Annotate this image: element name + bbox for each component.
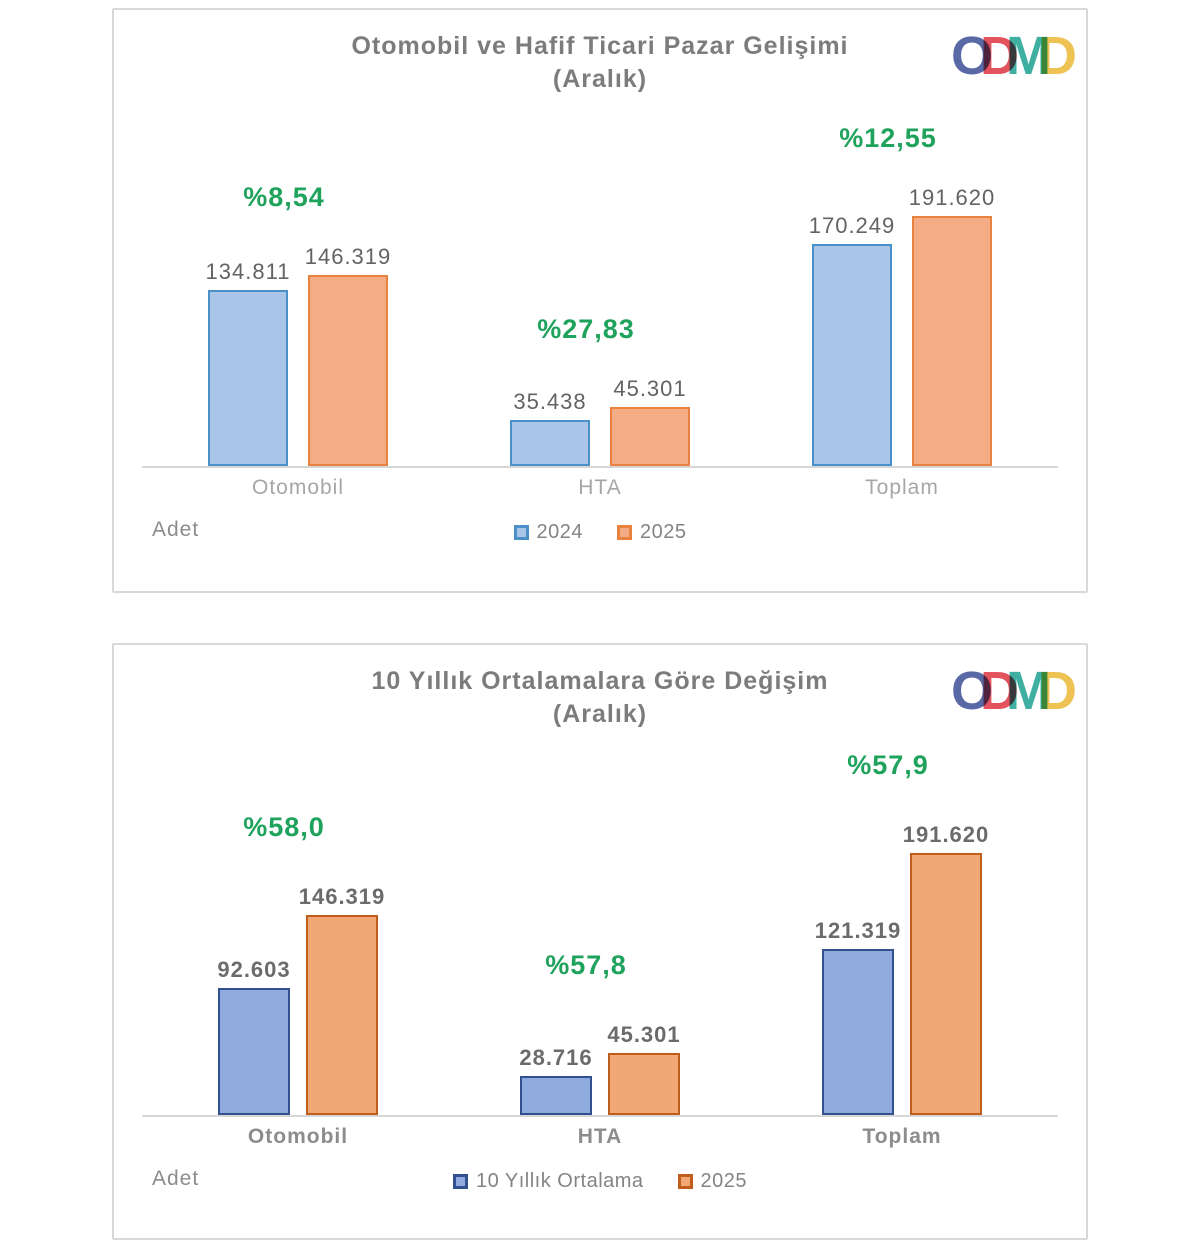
value-label: 45.301 xyxy=(613,376,687,401)
bar-hta-2025: 45.301 xyxy=(610,376,690,466)
logo-letter-m: M xyxy=(1006,661,1051,721)
logo-letter-d1: D xyxy=(980,661,1019,721)
chart-card-2: 10 Yıllık Ortalamalara Göre Değişim (Ara… xyxy=(112,643,1088,1240)
bar-group-hta: 28.716 45.301 %57,8 xyxy=(505,745,695,1115)
plot-area: 134.811 146.319 %8,54 35.438 45.301 %27,83 170… xyxy=(142,110,1058,468)
bar-hta-10-yıllık-ortalama: 28.716 xyxy=(519,1045,592,1115)
logo-letter-o: O xyxy=(951,26,993,86)
bar-toplam-2025: 191.620 xyxy=(903,822,988,1115)
bar-otomobil-2024: 134.811 xyxy=(206,259,289,466)
pct-change-label: %57,8 xyxy=(545,950,627,980)
axis-unit-label: Adet xyxy=(152,1167,200,1190)
chart-card-1: Otomobil ve Hafif Ticari Pazar Gelişimi … xyxy=(112,8,1088,593)
bar-group-hta: 35.438 45.301 %27,83 xyxy=(505,110,695,466)
category-label-otomobil: Otomobil xyxy=(251,476,345,499)
category-label-toplam: Toplam xyxy=(865,476,939,499)
value-label: 28.716 xyxy=(519,1045,593,1070)
legend-label: 2024 xyxy=(536,520,583,543)
value-label: 146.319 xyxy=(298,884,386,909)
category-row: Otomobil HTA Toplam xyxy=(142,476,1058,500)
legend-label: 10 Yıllık Ortalama xyxy=(475,1169,644,1192)
bar-group-toplam: 121.319 191.620 %57,9 xyxy=(807,745,997,1115)
logo-letter-d1: D xyxy=(980,26,1019,86)
legend-label: 2025 xyxy=(700,1169,748,1192)
legend: 10 Yıllık Ortalama 2025 xyxy=(142,1165,1058,1197)
value-label: 170.249 xyxy=(808,213,896,238)
chart-1-title: Otomobil ve Hafif Ticari Pazar Gelişimi xyxy=(351,32,849,60)
legend-item-2025: 2025 xyxy=(617,521,687,544)
axis-unit-label: Adet xyxy=(152,518,200,541)
chart-1-title-block: Otomobil ve Hafif Ticari Pazar Gelişimi … xyxy=(114,10,1086,96)
bar-toplam-2025: 191.620 xyxy=(909,185,994,466)
odmd-logo: ODMD xyxy=(951,661,1077,721)
chart-1-subtitle: (Aralık) xyxy=(552,65,648,93)
bar-hta-2025: 45.301 xyxy=(607,1022,680,1115)
pct-change-label: %57,9 xyxy=(847,750,929,780)
value-label: 121.319 xyxy=(814,918,902,943)
chart-1-footer: Adet 2024 2025 xyxy=(142,516,1058,548)
legend-swatch-icon xyxy=(677,1173,693,1189)
odmd-logo: ODMD xyxy=(951,26,1077,86)
value-label: 92.603 xyxy=(217,957,291,982)
value-label: 45.301 xyxy=(607,1022,681,1047)
legend-label: 2025 xyxy=(640,520,687,543)
value-label: 191.620 xyxy=(908,185,996,210)
category-label-hta: HTA xyxy=(578,476,622,499)
chart-2-footer: Adet 10 Yıllık Ortalama 2025 xyxy=(142,1165,1058,1197)
legend-item-2025: 2025 xyxy=(677,1169,748,1193)
bar-group-otomobil: 134.811 146.319 %8,54 xyxy=(203,110,393,466)
category-label-otomobil: Otomobil xyxy=(247,1125,349,1148)
chart-2-subtitle: (Aralık) xyxy=(552,700,648,728)
logo-letter-m: M xyxy=(1006,26,1051,86)
legend-swatch-icon xyxy=(452,1173,468,1189)
value-label: 191.620 xyxy=(902,822,990,847)
legend-swatch-icon xyxy=(617,524,632,540)
legend-item-2024: 2024 xyxy=(513,520,584,544)
bar-otomobil-2025: 146.319 xyxy=(299,884,384,1115)
plot-area: 92.603 146.319 %58,0 28.716 45.301 %57,8 121.3… xyxy=(142,745,1058,1117)
category-row: Otomobil HTA Toplam xyxy=(142,1125,1058,1149)
value-label: 35.438 xyxy=(513,389,587,414)
bar-otomobil-2025: 146.319 xyxy=(305,244,390,466)
category-label-toplam: Toplam xyxy=(862,1125,942,1148)
bar-hta-2024: 35.438 xyxy=(510,389,590,466)
bar-toplam-10-yıllık-ortalama: 121.319 xyxy=(815,918,900,1115)
logo-letter-d2: D xyxy=(1038,26,1077,86)
value-label: 134.811 xyxy=(205,259,291,284)
bar-group-toplam: 170.249 191.620 %12,55 xyxy=(807,110,997,466)
category-label-hta: HTA xyxy=(577,1125,623,1148)
bar-otomobil-10-yıllık-ortalama: 92.603 xyxy=(217,957,290,1115)
pct-change-label: %8,54 xyxy=(243,182,325,212)
chart-2-title: 10 Yıllık Ortalamalara Göre Değişim xyxy=(371,667,829,695)
bar-group-otomobil: 92.603 146.319 %58,0 xyxy=(203,745,393,1115)
pct-change-label: %27,83 xyxy=(537,314,635,344)
legend: 2024 2025 xyxy=(142,516,1058,548)
pct-change-label: %58,0 xyxy=(243,812,325,842)
pct-change-label: %12,55 xyxy=(839,123,937,153)
value-label: 146.319 xyxy=(304,244,392,269)
logo-letter-d2: D xyxy=(1038,661,1077,721)
legend-swatch-icon xyxy=(513,524,529,540)
logo-letter-o: O xyxy=(951,661,993,721)
bar-toplam-2024: 170.249 xyxy=(809,213,894,466)
chart-2-title-block: 10 Yıllık Ortalamalara Göre Değişim (Ara… xyxy=(114,645,1086,731)
legend-item-10-yıllık-ortalama: 10 Yıllık Ortalama xyxy=(452,1169,644,1193)
